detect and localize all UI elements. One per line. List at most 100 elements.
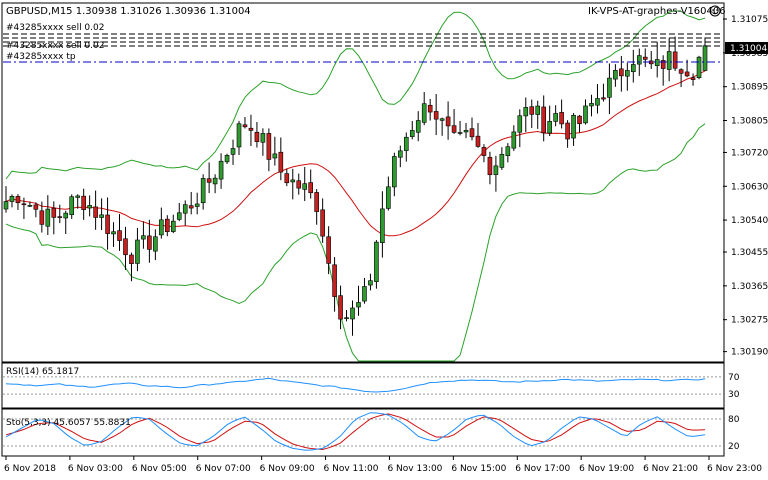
- candle-body: [439, 118, 445, 121]
- candle-body: [176, 212, 182, 220]
- candle-body: [571, 114, 576, 139]
- candle-body: [320, 209, 325, 237]
- y-tick-label: 1.30630: [731, 182, 768, 192]
- candle-body: [302, 183, 308, 190]
- candle-body: [523, 107, 529, 117]
- candle-body: [159, 219, 164, 236]
- candle-body: [415, 120, 421, 133]
- candle-body: [636, 55, 642, 65]
- current-price-tag-text: 1.31004: [730, 44, 767, 54]
- x-tick-label: 6 Nov 21:00: [643, 464, 698, 474]
- candle-body: [206, 178, 212, 183]
- candle-body: [338, 295, 343, 320]
- candle-body: [230, 148, 236, 155]
- stochastic-panel[interactable]: [1, 408, 725, 457]
- candle-body: [702, 45, 708, 71]
- stochastic-main-line: [5, 412, 706, 451]
- candle-body: [386, 186, 391, 209]
- main-price-panel[interactable]: [1, 2, 725, 363]
- x-tick-label: 6 Nov 23:00: [707, 464, 762, 474]
- candle-body: [380, 208, 385, 243]
- candle-body: [69, 196, 75, 215]
- candle-body: [194, 203, 200, 207]
- candle-body: [170, 220, 176, 232]
- smiley-face-icon[interactable]: [709, 5, 721, 17]
- rsi-level-label: 30: [728, 390, 740, 400]
- candle-body: [105, 214, 110, 234]
- bollinger-upper-line: [5, 10, 706, 180]
- candle-body: [284, 173, 290, 184]
- candle-body: [362, 286, 367, 302]
- candle-body: [141, 235, 146, 240]
- candle-body: [296, 180, 302, 189]
- y-tick-label: 1.30805: [731, 116, 768, 126]
- candle-body: [212, 177, 218, 185]
- candle-body: [39, 210, 45, 225]
- candle-body: [469, 128, 475, 138]
- candle-body: [117, 230, 122, 241]
- candle-body: [374, 241, 379, 282]
- candle-body: [9, 196, 15, 202]
- candle-body: [427, 104, 433, 113]
- candle-body: [660, 60, 666, 69]
- candle-body: [75, 195, 80, 198]
- candle-body: [666, 51, 672, 70]
- candle-body: [613, 70, 618, 80]
- candle-body: [535, 105, 541, 115]
- candle-body: [326, 236, 331, 264]
- candle-body: [619, 68, 624, 77]
- candle-body: [290, 179, 296, 183]
- candle-body: [27, 205, 33, 207]
- candle-body: [547, 121, 552, 134]
- candle-body: [218, 160, 224, 180]
- y-tick-label: 1.30720: [731, 148, 768, 158]
- y-tick-label: 1.30275: [731, 316, 768, 326]
- current-price-tag: [725, 42, 768, 54]
- candle-body: [260, 133, 266, 143]
- candle-body: [487, 156, 493, 176]
- candle-body: [631, 64, 636, 73]
- moving-average-line: [5, 70, 706, 237]
- candle-body: [356, 302, 361, 308]
- candle-body: [3, 201, 9, 210]
- candle-body: [445, 116, 451, 127]
- candle-body: [135, 239, 140, 264]
- x-tick-label: 6 Nov 13:00: [387, 464, 442, 474]
- candle-body: [553, 113, 558, 122]
- candle-body: [577, 115, 582, 125]
- candle-body: [63, 212, 69, 219]
- candle-body: [565, 122, 570, 140]
- candle-body: [236, 123, 242, 148]
- order-label-sell: #43285xxxx sell 0.02: [6, 41, 104, 51]
- candle-body: [248, 127, 254, 131]
- candle-body: [93, 206, 98, 218]
- rsi-panel[interactable]: [1, 362, 725, 409]
- candle-body: [153, 236, 158, 252]
- candle-body: [123, 238, 128, 256]
- candle-body: [392, 156, 397, 188]
- candle-body: [625, 70, 630, 77]
- x-tick-label: 6 Nov 09:00: [260, 464, 315, 474]
- candle-body: [654, 59, 660, 67]
- x-tick-label: 6 Nov 15:00: [451, 464, 506, 474]
- y-tick-label: 1.30540: [731, 216, 768, 226]
- order-label-sell: #43285xxxx sell 0.02: [6, 23, 104, 33]
- y-tick-label: 1.31075: [731, 15, 768, 25]
- candle-body: [595, 98, 600, 106]
- expert-name: IK-VPS-AT-graphes-V160406: [588, 6, 726, 17]
- candle-body: [188, 205, 194, 209]
- candle-body: [111, 231, 116, 235]
- candle-body: [344, 317, 349, 320]
- candle-body: [505, 146, 511, 156]
- candle-body: [165, 218, 170, 233]
- candle-body: [224, 154, 230, 163]
- candle-body: [511, 131, 517, 149]
- candle-body: [559, 112, 564, 125]
- candle-body: [266, 133, 272, 160]
- candle-body: [409, 130, 415, 137]
- candle-body: [278, 151, 284, 173]
- y-tick-label: 1.30895: [731, 83, 768, 93]
- rsi-level-label: 70: [728, 373, 740, 383]
- y-tick-label: 1.30455: [731, 248, 768, 258]
